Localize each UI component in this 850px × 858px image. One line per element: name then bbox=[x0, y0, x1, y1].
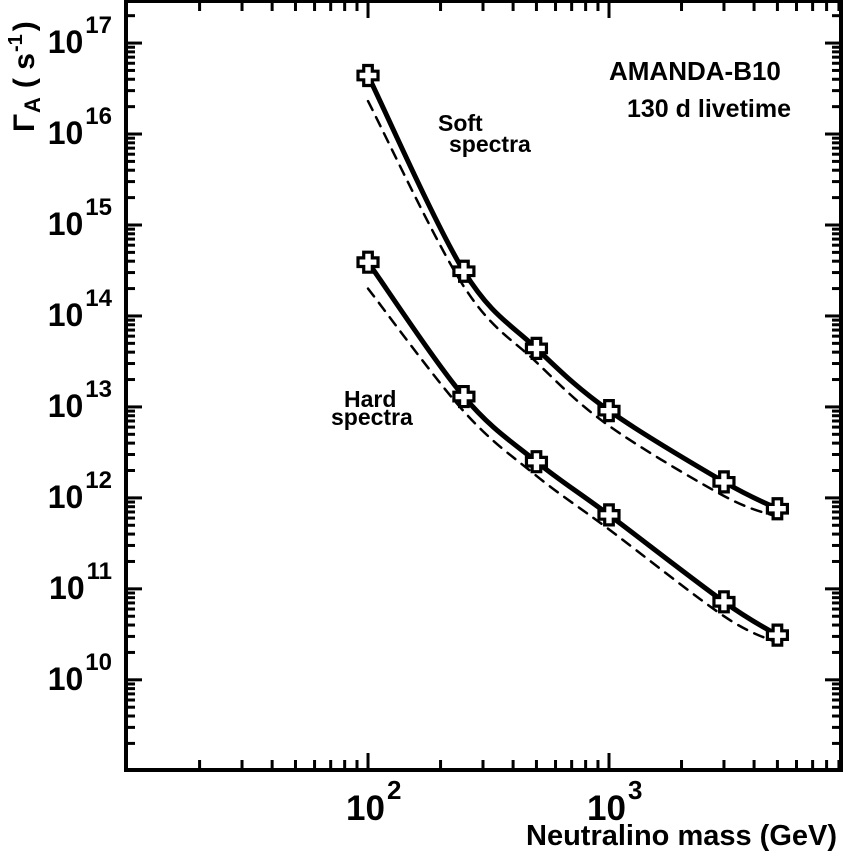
y-tick-label-1e17-base: 10 bbox=[47, 24, 84, 60]
hard-spectra-solid-curve bbox=[365, 259, 780, 638]
soft-spectra-solid-marker bbox=[356, 63, 380, 88]
y-tick-label-1e15: 10 15 bbox=[38, 196, 112, 242]
x-tick-label-1e3-base: 10 bbox=[587, 789, 626, 828]
y-tick-label-1e17: 10 17 bbox=[38, 14, 112, 60]
hard-spectra-solid-marker bbox=[765, 623, 790, 647]
y-tick-label-1e13: 10 13 bbox=[38, 378, 112, 424]
y-axis-title: Γ A ( s -1) bbox=[5, 21, 45, 132]
hard-spectra-dashed-curve bbox=[366, 287, 779, 645]
y-tick-label-1e13-base: 10 bbox=[47, 388, 84, 424]
y-tick-label-1e12-base: 10 bbox=[47, 479, 84, 515]
y-tick-label-1e10-exponent: 10 bbox=[85, 649, 112, 676]
y-axis-title-subscript: A bbox=[20, 97, 45, 113]
y-axis-title-gamma: Γ bbox=[8, 113, 41, 132]
hard-spectra-label-line2: spectra bbox=[331, 404, 413, 430]
y-tick-label-1e16: 10 16 bbox=[38, 105, 112, 151]
soft-spectra-solid-marker bbox=[712, 470, 736, 494]
y-tick-label-1e11-exponent: 11 bbox=[86, 558, 112, 585]
livetime-label: 130 d livetime bbox=[627, 95, 791, 123]
y-tick-label-1e11-base: 10 bbox=[49, 570, 85, 606]
soft-spectra-solid-marker bbox=[452, 259, 476, 283]
hard-spectra-label-line1: Hard bbox=[344, 386, 397, 412]
x-axis-title: Neutralino mass (GeV) bbox=[526, 820, 838, 852]
y-tick-label-1e11: 10 11 bbox=[38, 560, 112, 606]
y-tick-label-1e16-exponent: 16 bbox=[85, 103, 112, 130]
hard-spectra-solid-marker bbox=[452, 384, 476, 409]
soft-spectra-label-line2: spectra bbox=[449, 131, 531, 157]
y-tick-label-1e10-base: 10 bbox=[47, 661, 84, 697]
experiment-label: AMANDA-B10 bbox=[609, 56, 781, 86]
soft-spectra-solid-marker bbox=[524, 336, 549, 360]
soft-spectra-label-line1: Soft bbox=[438, 110, 483, 136]
y-tick-label-1e14-base: 10 bbox=[47, 297, 84, 333]
y-tick-label-1e15-base: 10 bbox=[47, 206, 84, 242]
soft-spectra-solid-curve bbox=[365, 72, 780, 512]
hard-spectra-solid-marker bbox=[356, 250, 380, 274]
y-tick-label-1e14-exponent: 14 bbox=[85, 285, 112, 312]
x-tick-label-1e3: 10 3 bbox=[587, 777, 642, 828]
hard-spectra-solid-marker bbox=[524, 450, 549, 474]
y-tick-label-1e16-base: 10 bbox=[47, 115, 84, 151]
hard-spectra-solid-marker bbox=[712, 590, 736, 614]
x-tick-label-1e2-exponent: 2 bbox=[386, 775, 402, 805]
soft-spectra-solid-marker bbox=[765, 497, 790, 521]
x-tick-label-1e2: 10 2 bbox=[346, 777, 401, 828]
y-axis-title-open-paren: ( s bbox=[8, 53, 41, 89]
y-tick-label-1e14: 10 14 bbox=[38, 287, 112, 333]
y-axis-title-close-paren: ) bbox=[8, 21, 41, 32]
hard-spectra-solid-marker bbox=[597, 503, 621, 527]
y-tick-label-1e15-exponent: 15 bbox=[85, 194, 112, 221]
y-tick-label-1e10: 10 10 bbox=[38, 651, 112, 697]
x-tick-label-1e3-exponent: 3 bbox=[627, 775, 643, 805]
soft-spectra-solid-marker bbox=[597, 399, 621, 423]
y-axis-title-superscript: -1 bbox=[5, 34, 27, 53]
soft-spectra-dashed-curve bbox=[366, 99, 779, 519]
y-tick-label-1e17-exponent: 17 bbox=[85, 12, 112, 39]
x-tick-label-1e2-base: 10 bbox=[346, 789, 385, 828]
y-tick-label-1e13-exponent: 13 bbox=[85, 376, 112, 403]
y-tick-label-1e12: 10 12 bbox=[38, 469, 112, 515]
y-tick-label-1e12-exponent: 12 bbox=[85, 467, 112, 494]
